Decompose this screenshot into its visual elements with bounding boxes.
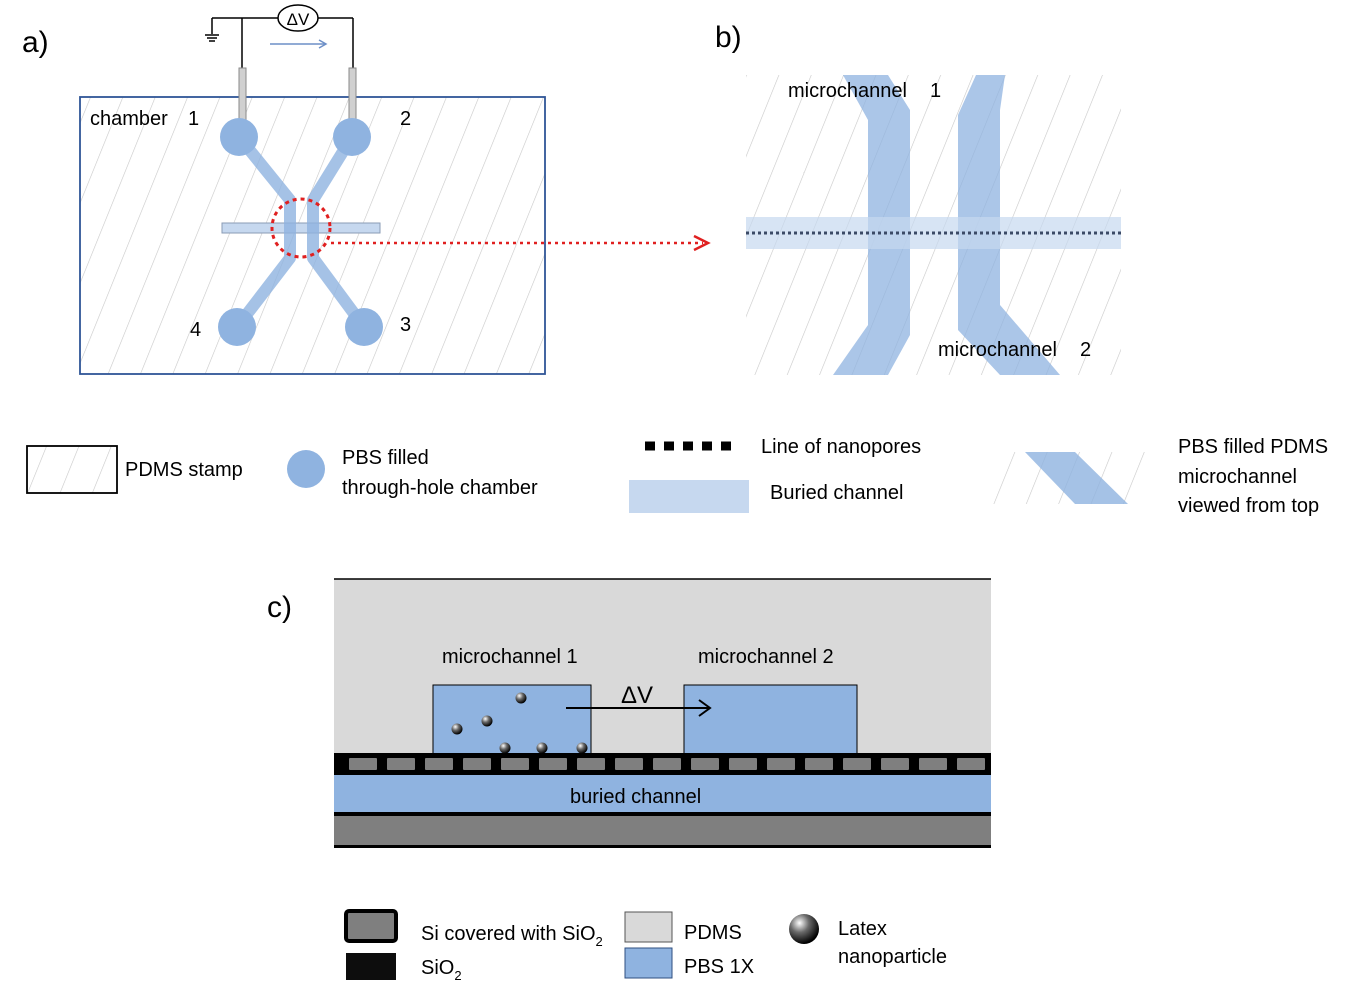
latex-swatch	[789, 914, 819, 944]
cross-section	[334, 578, 991, 848]
microchannel-1-c-label: microchannel 1	[442, 646, 578, 668]
legend-chamber-line1: PBS filled	[342, 447, 429, 469]
buried-swatch	[629, 480, 749, 513]
zoomed-view	[746, 75, 1121, 375]
buried-channel-c	[334, 775, 991, 812]
chamber-3	[345, 308, 383, 346]
buried-channel-a	[221, 222, 381, 234]
legend-chamber: PBS filled through-hole chamber	[287, 447, 538, 499]
si-pillar	[803, 756, 835, 772]
si-pillar	[423, 756, 455, 772]
chamber-2-number: 2	[400, 108, 411, 130]
legend-micro-line3: viewed from top	[1178, 495, 1319, 517]
legend-micro-line1: PBS filled PDMS	[1178, 436, 1328, 458]
voltage-circuit	[205, 17, 354, 68]
legend-si: Si covered with SiO2	[344, 909, 603, 949]
si-pillar	[917, 756, 949, 772]
chamber-2	[333, 118, 371, 156]
chamber-4-number: 4	[190, 319, 201, 341]
voltmeter-icon	[277, 4, 319, 32]
legend-pdms-text: PDMS	[684, 922, 742, 944]
panel-c-label: c)	[267, 591, 292, 624]
chamber-1	[220, 118, 258, 156]
bottom-sio2	[334, 812, 991, 816]
legend-latex: Latex nanoparticle	[789, 914, 947, 968]
chamber-swatch	[287, 450, 325, 488]
legend-latex-line1: Latex	[838, 918, 887, 940]
si-pillar	[955, 756, 987, 772]
legend-pdms-stamp: PDMS stamp	[26, 445, 243, 494]
si-pillar	[537, 756, 569, 772]
nanoparticles	[451, 692, 588, 754]
chamber-4	[218, 308, 256, 346]
si-pillar	[385, 756, 417, 772]
voltmeter-label: ΔV	[287, 10, 310, 29]
legend-sio2-text: SiO2	[421, 957, 462, 983]
legend-chamber-line2: through-hole chamber	[342, 477, 538, 499]
pbs-swatch	[624, 947, 673, 979]
si-pillar	[651, 756, 683, 772]
panel-a-label: a)	[22, 26, 49, 59]
pore-row	[347, 756, 987, 772]
si-pillar	[575, 756, 607, 772]
microchannels-a	[221, 133, 381, 331]
si-pillar	[461, 756, 493, 772]
chamber-1-number: 1	[188, 108, 199, 130]
current-arrow-icon	[270, 39, 328, 49]
microchannel-1-b-label: microchannel	[788, 80, 907, 102]
legend-micro-line2: microchannel	[1178, 466, 1297, 488]
panel-b-label: b)	[715, 21, 742, 54]
si-pillar	[727, 756, 759, 772]
chamber-3-number: 3	[400, 314, 411, 336]
si-pillar	[879, 756, 911, 772]
microchannel-2-b-number: 2	[1080, 339, 1091, 361]
voltage-label-c: ΔV	[621, 682, 653, 709]
si-pillar	[765, 756, 797, 772]
si-pillar	[613, 756, 645, 772]
microchannel-1-b-number: 1	[930, 80, 941, 102]
si-swatch	[344, 909, 398, 943]
legend-microchannel: PBS filled PDMS microchannel viewed from…	[992, 436, 1328, 517]
si-pillar	[499, 756, 531, 772]
legend-pdms: PDMS	[624, 911, 742, 944]
legend-buried: Buried channel	[629, 480, 903, 513]
si-substrate	[334, 816, 991, 845]
legend-nanopores-text: Line of nanopores	[761, 436, 921, 458]
microchannel-swatch	[1025, 452, 1128, 504]
microchannel-2-c	[683, 684, 858, 759]
chamber-1-name: chamber	[90, 108, 168, 130]
pdms-swatch	[624, 911, 673, 943]
field-arrow	[566, 699, 712, 717]
legend-sio2: SiO2	[346, 953, 462, 983]
zoom-circle	[270, 197, 332, 259]
microchannel-2-b	[958, 75, 1060, 375]
si-pillar	[347, 756, 379, 772]
legend-latex-line2: nanoparticle	[838, 946, 947, 968]
pdms-stamp	[79, 96, 546, 375]
microchannel-2-c-label: microchannel 2	[698, 646, 834, 668]
buried-channel-c-label: buried channel	[570, 786, 701, 808]
microchannel-2-b-label: microchannel	[938, 339, 1057, 361]
legend-buried-text: Buried channel	[770, 482, 903, 504]
legend-pdms-stamp-text: PDMS stamp	[125, 459, 243, 481]
microchannel-1-c	[432, 684, 592, 759]
zoom-arrow	[331, 234, 711, 252]
sio2-swatch	[346, 953, 396, 980]
si-pillar	[689, 756, 721, 772]
legend-pbs-text: PBS 1X	[684, 956, 754, 978]
legend-pbs: PBS 1X	[624, 947, 754, 979]
legend-nanopores: Line of nanopores	[645, 436, 921, 458]
microchannel-1-a	[232, 133, 296, 331]
legend-si-text: Si covered with SiO2	[421, 923, 603, 949]
pdms-stamp-swatch	[26, 445, 118, 494]
microchannel-2-a	[307, 133, 369, 331]
si-pillar	[841, 756, 873, 772]
